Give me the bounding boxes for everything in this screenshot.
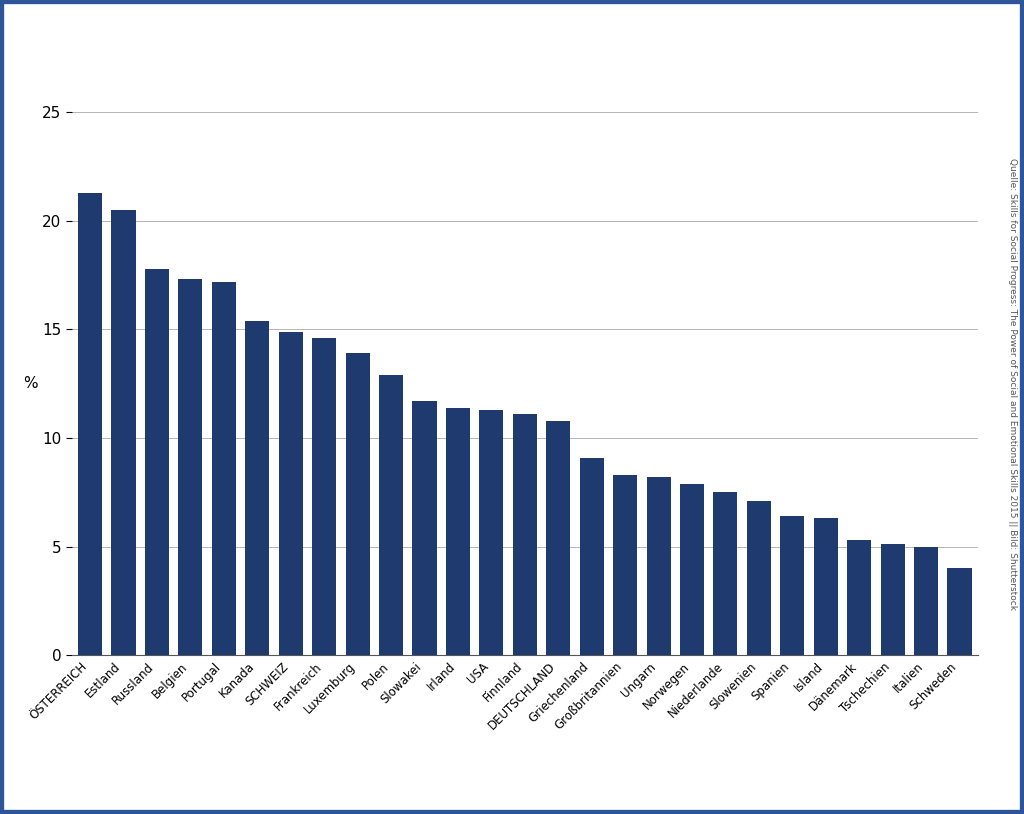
Bar bbox=[580, 457, 604, 655]
Bar bbox=[413, 401, 436, 655]
Bar bbox=[814, 519, 838, 655]
Bar bbox=[245, 321, 269, 655]
Bar bbox=[746, 501, 771, 655]
Bar bbox=[279, 331, 303, 655]
Bar bbox=[112, 210, 135, 655]
Bar bbox=[680, 484, 705, 655]
Bar bbox=[646, 477, 671, 655]
Bar bbox=[613, 475, 637, 655]
Bar bbox=[145, 269, 169, 655]
Bar bbox=[546, 421, 570, 655]
Bar bbox=[479, 409, 504, 655]
Bar bbox=[178, 279, 203, 655]
Text: Kampfzone Schule: Kampfzone Schule bbox=[102, 24, 435, 55]
Text: OECD: OECD bbox=[931, 774, 983, 793]
Bar bbox=[379, 375, 403, 655]
Bar bbox=[714, 492, 737, 655]
Text: Anteil der Jungen (11-15 J.), die in den vergangenen 2 Monaten mind. zweimal gem: Anteil der Jungen (11-15 J.), die in den… bbox=[102, 72, 853, 87]
Bar bbox=[445, 408, 470, 655]
Bar bbox=[345, 353, 370, 655]
Y-axis label: %: % bbox=[24, 376, 38, 392]
Text: Quelle: Skills for Social Progress: The Power of Social and Emotional Skills 201: Quelle: Skills for Social Progress: The … bbox=[1008, 158, 1017, 610]
Bar bbox=[914, 547, 938, 655]
Bar bbox=[212, 282, 236, 655]
Bar bbox=[78, 193, 102, 655]
Bar bbox=[513, 414, 537, 655]
Bar bbox=[847, 540, 871, 655]
Bar bbox=[312, 338, 336, 655]
Bar bbox=[947, 568, 972, 655]
Bar bbox=[780, 516, 805, 655]
Bar bbox=[881, 545, 904, 655]
